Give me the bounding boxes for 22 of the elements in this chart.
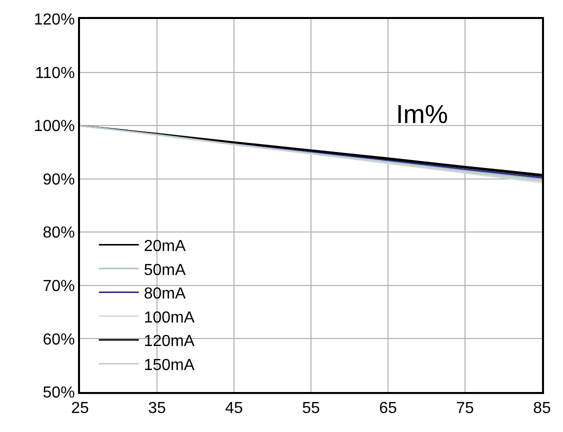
legend-label: 80mA — [144, 286, 186, 303]
legend-label: 100mA — [144, 309, 195, 326]
y-tick-label: 60% — [42, 331, 75, 348]
x-tick-label: 55 — [302, 400, 320, 418]
x-tick-label: 45 — [225, 400, 243, 418]
y-tick-label: 50% — [42, 384, 75, 402]
x-tick-label: 25 — [71, 400, 89, 418]
legend-label: 150mA — [144, 356, 195, 374]
annotation: Im% — [396, 99, 448, 129]
y-tick-label: 80% — [42, 224, 75, 242]
x-tick-label: 65 — [379, 400, 397, 418]
y-tick-label: 120% — [34, 12, 75, 29]
y-tick-label: 100% — [34, 118, 75, 136]
x-tick-label: 75 — [456, 400, 474, 418]
x-tick-label: 35 — [148, 400, 166, 418]
legend-label: 20mA — [144, 238, 186, 255]
y-tick-label: 110% — [35, 64, 75, 82]
legend-label: 120mA — [144, 333, 195, 350]
y-tick-label: 70% — [42, 278, 75, 296]
y-tick-label: 90% — [42, 171, 75, 188]
legend-label: 50mA — [144, 262, 186, 279]
x-tick-label: 85 — [533, 400, 551, 418]
